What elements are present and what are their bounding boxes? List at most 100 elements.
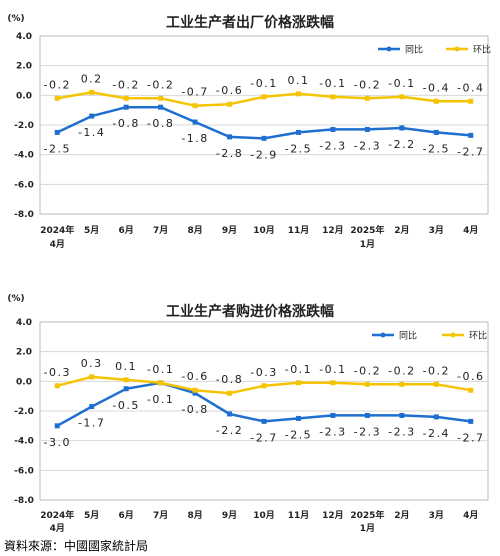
c1-data-point [468,132,474,138]
c1-data-label-mom: -0.7 [181,86,208,99]
c2-data-label-mom: -0.3 [250,366,277,379]
c1-data-label-mom: -0.2 [147,78,174,91]
c1-data-point [399,125,405,131]
c1-data-point [364,95,370,101]
c2-legend-label: 环比 [469,330,487,342]
c2-data-label-mom: -0.8 [216,373,243,386]
c2-data-point [364,381,370,387]
c2-data-label-yoy: -0.8 [181,403,208,416]
c2-x-tick-label: 12月 [322,510,344,521]
c1-data-label-mom: -0.2 [354,78,381,91]
c2-data-label-yoy: -2.3 [319,425,346,438]
c1-legend-label: 环比 [473,44,491,56]
c1-data-label-mom: 0.1 [287,74,309,87]
c2-legend-marker [450,332,456,338]
c1-data-point [227,101,233,107]
c1-data-label-yoy: -2.3 [354,139,381,152]
c1-data-label-yoy: -0.8 [147,117,174,130]
c2-data-point [89,404,95,410]
c2-x-tick-label: 2024年 [40,509,74,521]
c2-x-tick-label: 10月 [253,510,275,521]
c1-data-point [261,94,267,100]
c1-data-point [330,94,336,100]
c1-data-label-mom: -0.4 [457,81,484,94]
c2-data-label-yoy: -2.7 [457,431,484,444]
c2-data-point [399,381,405,387]
chart-purchase-price-svg: 4.0 2.0 0.0 -2.0 -4.0 -6.0 -8.0 (%) 工业生产者购进价格涨跌幅… [7,294,489,534]
c2-data-point [468,418,474,424]
c1-data-label-yoy: -1.8 [181,132,208,145]
c2-x-tick-label: 8月 [187,510,202,521]
c1-data-label-yoy: -2.9 [250,148,277,161]
c1-data-point [295,129,301,135]
c1-data-point [261,135,267,141]
c1-data-point [123,104,129,110]
c1-data-point [54,129,60,135]
c2-data-label-yoy: -0.5 [112,399,139,412]
c2-data-point [364,412,370,418]
c1-data-label-yoy: -2.5 [285,142,312,155]
c1-data-point [192,119,198,125]
c2-y-tick-label: -2.0 [14,407,34,417]
c2-data-point [330,412,336,418]
c2-data-label-mom: -0.3 [43,366,70,379]
c2-data-point [295,380,301,386]
c1-data-point [433,98,439,104]
c1-data-point [192,103,198,109]
c1-data-label-yoy: -1.4 [78,126,105,139]
c2-data-label-mom: -0.2 [354,364,381,377]
c2-data-point [261,383,267,389]
c2-x-tick-label: 1月 [360,523,375,534]
c2-x-tick-label: 2月 [394,510,409,521]
c1-data-point [54,95,60,101]
c1-x-tick-label: 5月 [84,225,99,236]
c2-data-label-mom: -0.1 [147,363,174,376]
c2-data-point [433,381,439,387]
c2-data-label-yoy: -1.7 [78,417,105,430]
c2-data-label-mom: -0.1 [319,363,346,376]
c2-y-tick-label: 0.0 [16,377,32,387]
c2-data-point [158,380,164,386]
c2-data-label-mom: -0.6 [181,370,208,383]
c1-legend-marker [386,46,392,52]
c1-x-tick-label: 2月 [394,225,409,236]
c1-x-tick-label: 2024年 [40,224,74,236]
c2-data-label-mom: -0.2 [388,364,415,377]
c1-x-tick-label: 8月 [187,225,202,236]
c1-x-tick-label: 12月 [322,225,344,236]
c1-data-point [468,98,474,104]
c2-legend-label: 同比 [399,330,417,342]
c2-data-point [192,390,198,396]
c1-x-tick-label: 6月 [119,225,134,236]
c2-data-label-mom: 0.3 [81,357,103,370]
c1-data-point [89,89,95,95]
c1-y-axis-unit: (%) [7,14,24,24]
c2-x-tick-label: 11月 [288,510,310,521]
c1-data-point [295,91,301,97]
c1-y-tick-label: -4.0 [14,151,34,161]
c1-data-label-yoy: -2.2 [388,138,415,151]
c2-data-point [123,386,129,392]
c1-data-point [158,104,164,110]
c1-y-tick-label: 2.0 [16,62,32,72]
c1-x-tick-label: 1月 [360,239,375,250]
c1-data-point [158,95,164,101]
c2-data-point [89,374,95,380]
c1-y-tick-label: -6.0 [14,180,34,190]
c2-x-tick-label: 7月 [153,510,168,521]
c1-data-label-yoy: -0.8 [112,117,139,130]
c2-data-point [433,414,439,420]
c1-data-label-yoy: -2.7 [457,145,484,158]
c2-data-label-yoy: -0.1 [147,393,174,406]
c1-data-label-mom: -0.1 [388,77,415,90]
c1-data-point [227,134,233,140]
c1-x-tick-label: 3月 [429,225,444,236]
c1-data-label-yoy: -2.8 [216,147,243,160]
c1-data-label-mom: -0.1 [250,77,277,90]
c2-data-point [330,380,336,386]
chart-purchase-price: 4.0 2.0 0.0 -2.0 -4.0 -6.0 -8.0 (%) 工业生产者购进价格涨跌幅… [0,283,500,535]
c1-legend-marker [454,46,460,52]
c1-x-tick-label: 4月 [463,225,478,236]
c2-data-point [399,412,405,418]
c2-x-tick-label: 6月 [119,510,134,521]
